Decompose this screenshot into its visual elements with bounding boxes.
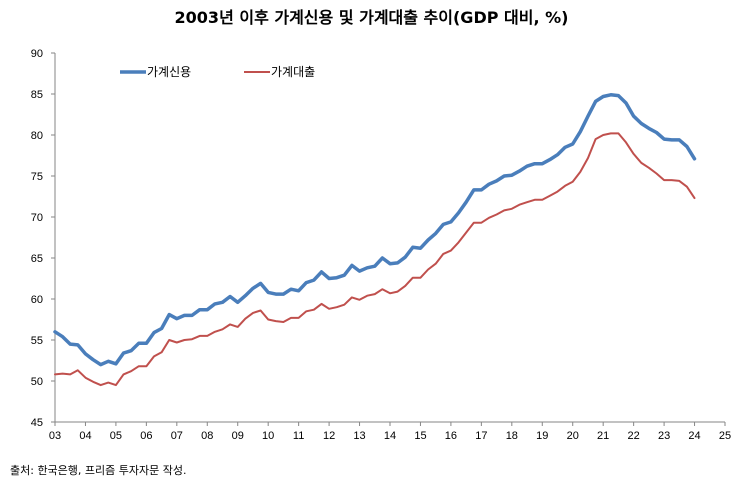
- series-lines: [53, 93, 697, 387]
- x-tick-label: 08: [201, 430, 213, 442]
- x-tick-label: 05: [110, 430, 122, 442]
- x-tick-label: 11: [293, 430, 304, 442]
- x-tick-label: 18: [506, 430, 518, 442]
- series-line-household-credit: [53, 93, 697, 367]
- x-tick-label: 06: [140, 430, 152, 442]
- x-tick-label: 24: [688, 430, 700, 442]
- x-tick-label: 19: [536, 430, 548, 442]
- y-tick-label: 75: [31, 171, 43, 183]
- y-tick-label: 65: [31, 253, 43, 265]
- y-tick-label: 45: [31, 417, 43, 429]
- legend-label: 가계대출: [271, 65, 315, 79]
- y-tick-label: 85: [31, 89, 43, 101]
- x-tick-label: 16: [445, 430, 457, 442]
- y-tick-label: 55: [31, 335, 43, 347]
- x-tick-label: 07: [171, 430, 183, 442]
- x-tick-label: 14: [384, 430, 396, 442]
- x-tick-label: 15: [414, 430, 426, 442]
- legend: 가계신용 가계대출: [120, 65, 315, 79]
- x-tick-label: 03: [49, 430, 61, 442]
- x-tick-label: 22: [628, 430, 640, 442]
- x-tick-label: 17: [475, 430, 487, 442]
- y-tick-label: 60: [31, 294, 43, 306]
- x-tick-label: 12: [323, 430, 335, 442]
- chart-title: 2003년 이후 가계신용 및 가계대출 추이(GDP 대비, %): [174, 8, 569, 27]
- y-tick-label: 90: [31, 48, 43, 60]
- x-tick-label: 20: [567, 430, 579, 442]
- axes: [54, 53, 725, 423]
- y-tick-label: 50: [31, 376, 43, 388]
- y-axis-ticks: 45 50 55 60 65 70 75 80 85 90: [31, 48, 55, 429]
- x-tick-label: 04: [79, 430, 91, 442]
- source-note: 출처: 한국은행, 프리즘 투자자문 작성.: [10, 464, 187, 477]
- series-line-household-loans: [54, 132, 696, 387]
- x-tick-label: 25: [719, 430, 731, 442]
- x-tick-label: 21: [597, 430, 609, 442]
- x-tick-label: 23: [658, 430, 670, 442]
- y-tick-label: 80: [31, 130, 43, 142]
- x-axis-ticks: 03 04 05 06 07 08 09 10 11 12 13 14 15 16 17 18 19 20 21 22…: [49, 422, 731, 442]
- x-tick-label: 09: [232, 430, 244, 442]
- y-tick-label: 70: [31, 212, 43, 224]
- x-tick-label: 10: [262, 430, 274, 442]
- legend-label: 가계신용: [147, 65, 191, 79]
- x-tick-label: 13: [353, 430, 365, 442]
